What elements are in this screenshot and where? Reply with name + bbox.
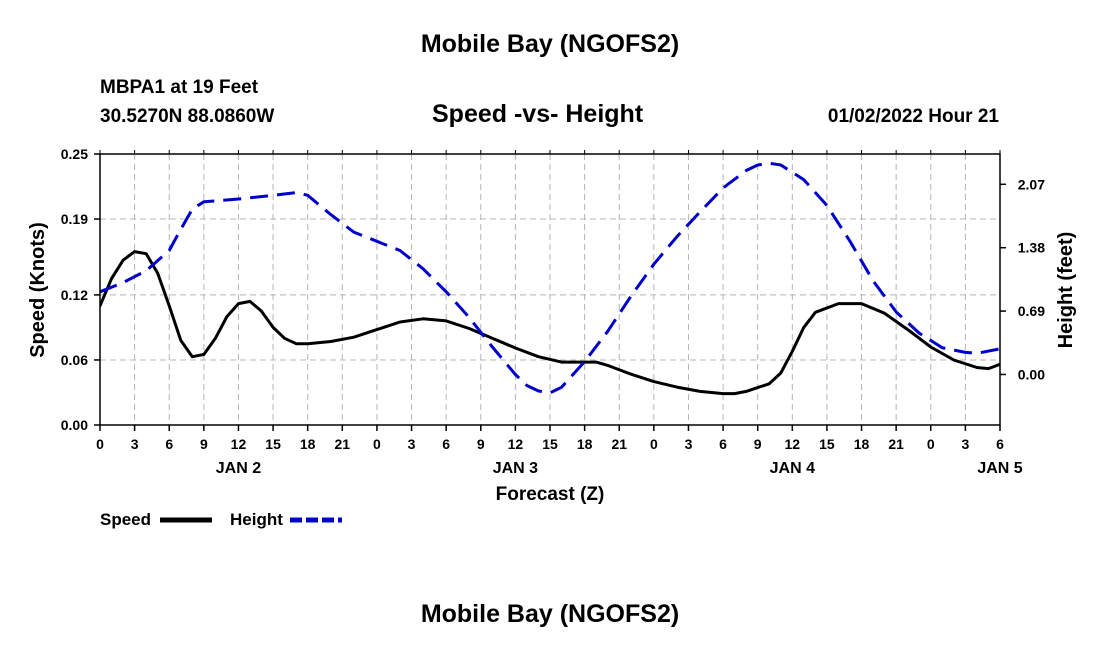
x-day-label: JAN 3 [493,460,538,477]
chart-title: Mobile Bay (NGOFS2) [420,30,680,58]
x-tick-label: 0 [96,436,104,452]
y-tick-label: 0.19 [61,211,88,227]
x-tick-label: 12 [508,436,524,452]
legend: Speed Height [100,510,342,529]
y-axis-label: Speed (Knots) [27,222,49,358]
x-tick-label: 21 [888,436,904,452]
x-axis-label: Forecast (Z) [496,484,605,505]
x-tick-label: 15 [819,436,835,452]
x-tick-label: 3 [685,436,693,452]
y-tick-label: 0.06 [61,352,88,368]
y2-tick-label: 2.07 [1018,176,1045,192]
x-tick-label: 3 [961,436,969,452]
y-tick-label: 0.25 [61,146,88,162]
chart-subtitle: Speed -vs- Height [432,100,644,128]
x-day-label: JAN 2 [216,460,261,477]
y2-axis-label: Height (feet) [1055,232,1077,349]
x-tick-label: 15 [542,436,558,452]
x-tick-label: 9 [477,436,485,452]
x-tick-label: 9 [754,436,762,452]
x-day-label: JAN 5 [977,460,1022,477]
footer-title: Mobile Bay (NGOFS2) [420,600,680,628]
series-height-line [100,161,1000,395]
x-day-label: JAN 4 [770,460,815,477]
y2-tick-label: 0.69 [1018,303,1045,319]
x-tick-label: 0 [373,436,381,452]
x-tick-label: 3 [131,436,139,452]
axes: 0 3 6 9 12 15 18 21 0 3 6 9 12 15 18 21 0 3 6 9 12 15 18 21 0 3 6 J… [61,146,1045,477]
legend-height-label: Height [230,510,283,529]
x-tick-label: 12 [231,436,247,452]
station-label: MBPA1 at 19 Feet [100,77,259,98]
station-coordinates: 30.5270N 88.0860W [100,106,275,127]
x-tick-label: 21 [611,436,627,452]
x-tick-label: 6 [719,436,727,452]
y-tick-label: 0.12 [61,287,88,303]
x-tick-label: 18 [854,436,870,452]
y2-tick-label: 0.00 [1018,366,1045,382]
x-tick-label: 15 [265,436,281,452]
series-layer [100,161,1000,396]
x-tick-label: 6 [996,436,1004,452]
x-tick-label: 3 [408,436,416,452]
x-tick-label: 18 [577,436,593,452]
x-tick-label: 6 [165,436,173,452]
x-tick-label: 12 [785,436,801,452]
x-tick-label: 18 [300,436,316,452]
y2-tick-label: 1.38 [1018,240,1045,256]
y-tick-label: 0.00 [61,417,88,433]
x-tick-label: 21 [335,436,351,452]
series-speed-line [100,250,1000,396]
legend-speed-label: Speed [100,510,151,529]
grid [100,154,1000,425]
x-tick-label: 9 [200,436,208,452]
x-tick-label: 6 [442,436,450,452]
x-tick-label: 0 [650,436,658,452]
x-tick-label: 0 [927,436,935,452]
forecast-timestamp: 01/02/2022 Hour 21 [827,106,999,127]
